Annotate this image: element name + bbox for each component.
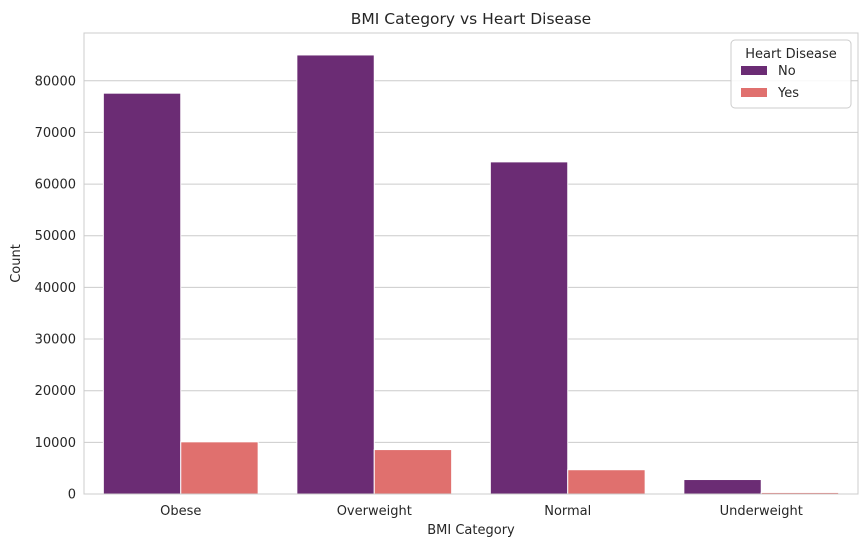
legend-swatch-yes — [741, 88, 767, 97]
legend-title: Heart Disease — [745, 47, 836, 62]
bars — [102, 54, 840, 495]
x-tick-label: Obese — [160, 504, 201, 519]
y-tick-label: 70000 — [35, 126, 76, 141]
bar-obese-yes — [180, 441, 259, 495]
y-tick-label: 50000 — [35, 229, 76, 244]
legend-label-no: No — [778, 64, 796, 79]
x-tick-label: Overweight — [337, 504, 412, 519]
bar-overweight-yes — [373, 449, 453, 495]
bar-obese-no — [102, 92, 182, 495]
y-tick-label: 20000 — [35, 384, 76, 399]
gridlines — [84, 80, 858, 495]
x-axis: Obese Overweight Normal Underweight — [160, 504, 803, 519]
y-tick-label: 30000 — [35, 333, 76, 348]
chart-title: BMI Category vs Heart Disease — [351, 10, 591, 28]
x-tick-label: Underweight — [720, 504, 803, 519]
bar-normal-no — [489, 161, 569, 495]
y-tick-label: 0 — [68, 488, 76, 503]
y-axis: 0 10000 20000 30000 40000 50000 60000 70000 8000… — [35, 74, 76, 502]
y-tick-label: 40000 — [35, 281, 76, 296]
x-tick-label: Normal — [544, 504, 591, 519]
bar-normal-yes — [567, 469, 646, 495]
legend: Heart Disease No Yes — [730, 39, 852, 109]
x-axis-label: BMI Category — [427, 523, 515, 538]
y-axis-label: Count — [9, 244, 24, 283]
legend-label-yes: Yes — [777, 86, 799, 101]
bar-underweight-no — [683, 479, 762, 495]
y-tick-label: 60000 — [35, 178, 76, 193]
bar-overweight-no — [296, 54, 375, 495]
legend-swatch-no — [741, 66, 767, 75]
plot-frame — [83, 32, 859, 495]
y-tick-label: 10000 — [35, 436, 76, 451]
y-tick-label: 80000 — [35, 74, 76, 89]
